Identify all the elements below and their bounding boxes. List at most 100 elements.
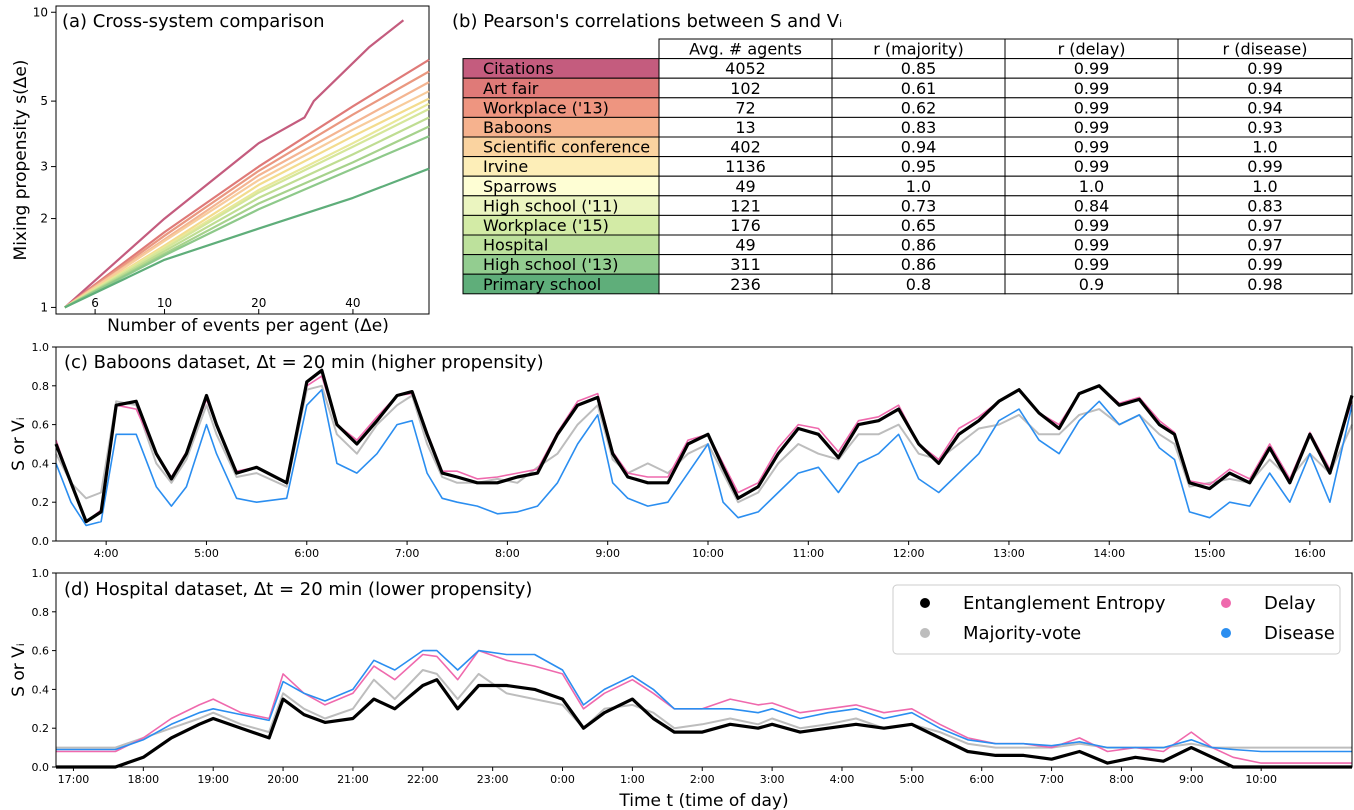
table-row-name: Art fair (483, 79, 539, 98)
panel-c-xtick-label: 13:00 (993, 547, 1025, 560)
panel-c-ytick-label: 0.4 (32, 457, 50, 470)
panel-d-xtick-label: 9:00 (1179, 773, 1204, 786)
panel-a-series-line (64, 135, 430, 309)
table-row-name: Scientific conference (483, 138, 650, 157)
panel-c-series-disease (55, 388, 1353, 527)
panel-d-series-entanglement-entropy (56, 678, 1352, 769)
table-cell-value: 402 (730, 138, 761, 157)
panel-a-ytick-label: 2 (40, 212, 48, 226)
legend-marker-disease (1221, 628, 1231, 638)
legend-label-majority: Majority-vote (963, 623, 1081, 644)
panel-c-xtick-label: 9:00 (595, 547, 620, 560)
panel-a-frame (55, 5, 430, 315)
table-cell-value: 0.83 (901, 118, 937, 137)
legend: Entanglement Entropy Majority-vote Delay… (892, 584, 1341, 655)
table-cell-value: 0.83 (1247, 196, 1283, 215)
panel-d-xtick-label: 21:00 (337, 773, 369, 786)
table-column-header: r (majority) (873, 40, 964, 59)
table-cell-value: 102 (730, 79, 761, 98)
table-cell-value: 72 (735, 98, 755, 117)
panel-d-xlabel: Time t (time of day) (618, 791, 788, 810)
panel-c-xtick-label: 11:00 (792, 547, 824, 560)
panel-c-xtick-label: 12:00 (893, 547, 925, 560)
table-cell-value: 0.99 (1074, 79, 1110, 98)
panel-a-xlabel: Number of events per agent (Δe) (107, 316, 389, 336)
panel-c-xtick-label: 5:00 (194, 547, 219, 560)
panel-c-xtick-label: 4:00 (94, 547, 119, 560)
panel-c-frame (55, 346, 1353, 542)
table-cell-value: 0.94 (1247, 98, 1283, 117)
table-cell-value: 0.65 (901, 216, 937, 235)
panel-a-ytick-label: 5 (40, 94, 48, 108)
panel-a-ylabel: Mixing propensity s(Δe) (11, 60, 31, 261)
table-cell-value: 0.93 (1247, 118, 1283, 137)
legend-marker-delay (1221, 598, 1231, 608)
panel-d-xtick-label: 6:00 (969, 773, 994, 786)
panel-c-baboons-timeseries: 4:00 5:00 6:00 7:00 8:00 9:00 10:00 11:00 12:00 1… (9, 341, 1354, 560)
panel-b-correlation-table: (b) Pearson's correlations between S and… (452, 11, 1353, 295)
panel-a-xtick-label: 20 (251, 296, 266, 310)
table-cell-value: 0.86 (901, 255, 937, 274)
table-cell-value: 0.99 (1074, 138, 1110, 157)
panel-a-ytick-label: 10 (33, 5, 48, 19)
table-column-header: Avg. # agents (689, 40, 802, 59)
table-cell-value: 0.85 (901, 59, 937, 78)
panel-c-xtick-label: 6:00 (294, 547, 319, 560)
panel-a-series-line (64, 70, 430, 309)
table-cell-value: 0.99 (1074, 157, 1110, 176)
panel-c-ytick-label: 1.0 (32, 341, 50, 354)
table-row-name: Workplace ('15) (483, 216, 609, 235)
panel-a-series-line (64, 116, 430, 309)
panel-d-xtick-label: 1:00 (620, 773, 645, 786)
table-cell-value: 0.86 (901, 236, 937, 255)
panel-d-series-disease (56, 649, 1352, 753)
panel-d-xtick-label: 23:00 (477, 773, 509, 786)
panel-a-xtick-label: 6 (91, 296, 99, 310)
legend-label-entropy: Entanglement Entropy (963, 593, 1166, 614)
panel-c-xtick-label: 7:00 (395, 547, 420, 560)
table-cell-value: 0.97 (1247, 236, 1283, 255)
table-cell-value: 1.0 (1079, 177, 1104, 196)
table-row-name: Workplace ('13) (483, 98, 609, 117)
panel-c-xtick-label: 10:00 (692, 547, 724, 560)
panel-d-xtick-label: 19:00 (197, 773, 229, 786)
panel-d-ytick-label: 0.0 (32, 761, 50, 774)
panel-d-xtick-label: 8:00 (1109, 773, 1134, 786)
table-cell-value: 176 (730, 216, 761, 235)
panel-c-ytick-label: 0.0 (32, 535, 50, 548)
table-cell-value: 0.99 (1074, 98, 1110, 117)
table-cell-value: 0.98 (1247, 275, 1283, 294)
panel-d-ylabel: S or Vᵢ (9, 643, 29, 697)
table-cell-value: 236 (730, 275, 761, 294)
panel-c-ytick-label: 0.8 (32, 380, 50, 393)
panel-d-ytick-label: 0.4 (32, 683, 50, 696)
table-cell-value: 1136 (725, 157, 766, 176)
panel-c-xtick-label: 15:00 (1194, 547, 1226, 560)
legend-label-disease: Disease (1264, 623, 1335, 644)
panel-d-title: (d) Hospital dataset, Δt = 20 min (lower… (64, 579, 532, 600)
panel-d-xtick-label: 5:00 (899, 773, 924, 786)
panel-d-xtick-label: 4:00 (830, 773, 855, 786)
panel-a-title: (a) Cross-system comparison (62, 11, 325, 32)
table-row-name: Hospital (483, 236, 548, 255)
table-row-name: High school ('13) (483, 255, 618, 274)
legend-label-delay: Delay (1264, 593, 1316, 614)
panel-d-xtick-label: 7:00 (1039, 773, 1064, 786)
panel-a-series-line (64, 90, 430, 309)
table-cell-value: 0.95 (901, 157, 937, 176)
table-row-name: High school ('11) (483, 196, 618, 215)
panel-a-series-line (64, 19, 405, 309)
panel-b-title: (b) Pearson's correlations between S and… (452, 11, 842, 32)
table-row-name: Citations (483, 59, 554, 78)
panel-c-ytick-label: 0.2 (32, 496, 50, 509)
table-cell-value: 1.0 (1252, 177, 1277, 196)
table-cell-value: 0.84 (1074, 196, 1110, 215)
table-cell-value: 0.61 (901, 79, 937, 98)
panel-a-series-line (64, 167, 430, 309)
table-cell-value: 0.99 (1074, 236, 1110, 255)
table-cell-value: 4052 (725, 59, 766, 78)
table-cell-value: 49 (735, 236, 755, 255)
panel-c-ytick-label: 0.6 (32, 419, 50, 432)
panel-d-hospital-timeseries: 17:00 18:00 19:00 20:00 21:00 22:00 23:00 0:00 1… (9, 567, 1353, 810)
